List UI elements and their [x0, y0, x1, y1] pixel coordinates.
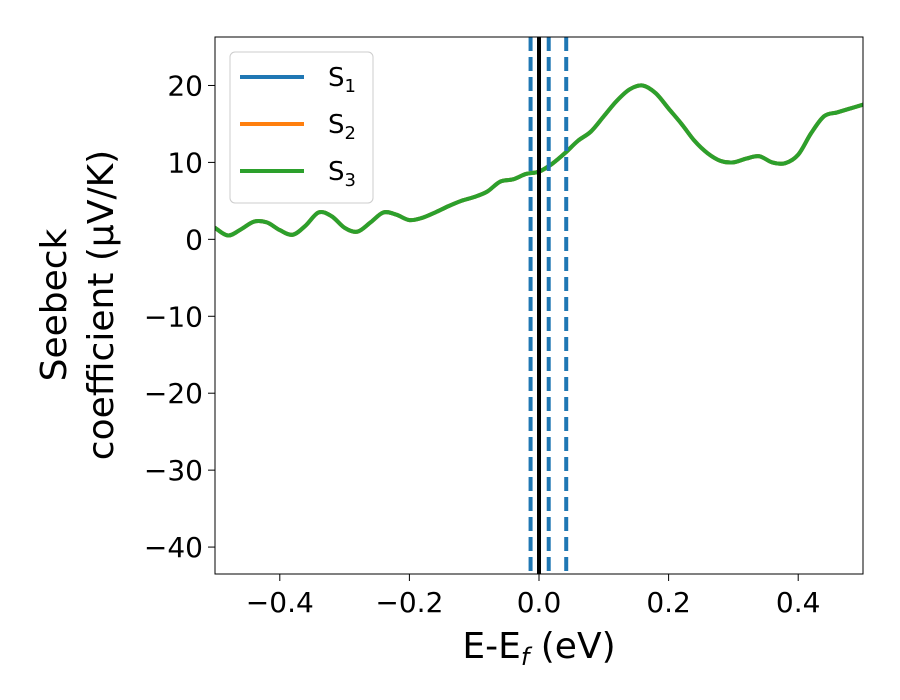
x-axis-title: E-Ef (eV): [462, 626, 615, 671]
y-tick-label: −30: [144, 454, 203, 487]
y-tick-label: 0: [185, 223, 203, 256]
y-axis-title-line2: coefficient (μV/K): [81, 150, 122, 460]
x-tick-label: 0.4: [776, 586, 821, 619]
x-tick-label: −0.2: [375, 586, 443, 619]
x-axis-title-main: E-E: [462, 626, 520, 667]
x-axis-title-unit: (eV): [529, 626, 615, 667]
x-tick-label: 0.2: [646, 586, 691, 619]
x-tick-label: −0.4: [246, 586, 314, 619]
y-tick-label: −20: [144, 377, 203, 410]
x-axis-ticks: −0.4 −0.2 0.0 0.2 0.4: [246, 574, 821, 619]
legend-box: [229, 51, 374, 204]
y-tick-label: 10: [167, 146, 203, 179]
y-tick-label: −40: [144, 531, 203, 564]
y-axis-ticks: 20 10 0 −10 −20 −30 −40: [144, 69, 215, 564]
reference-lines: [528, 37, 569, 574]
x-tick-label: 0.0: [517, 586, 562, 619]
y-tick-label: −10: [144, 300, 203, 333]
y-axis-title-line1: Seebeck: [34, 228, 75, 381]
y-tick-label: 20: [167, 69, 203, 102]
